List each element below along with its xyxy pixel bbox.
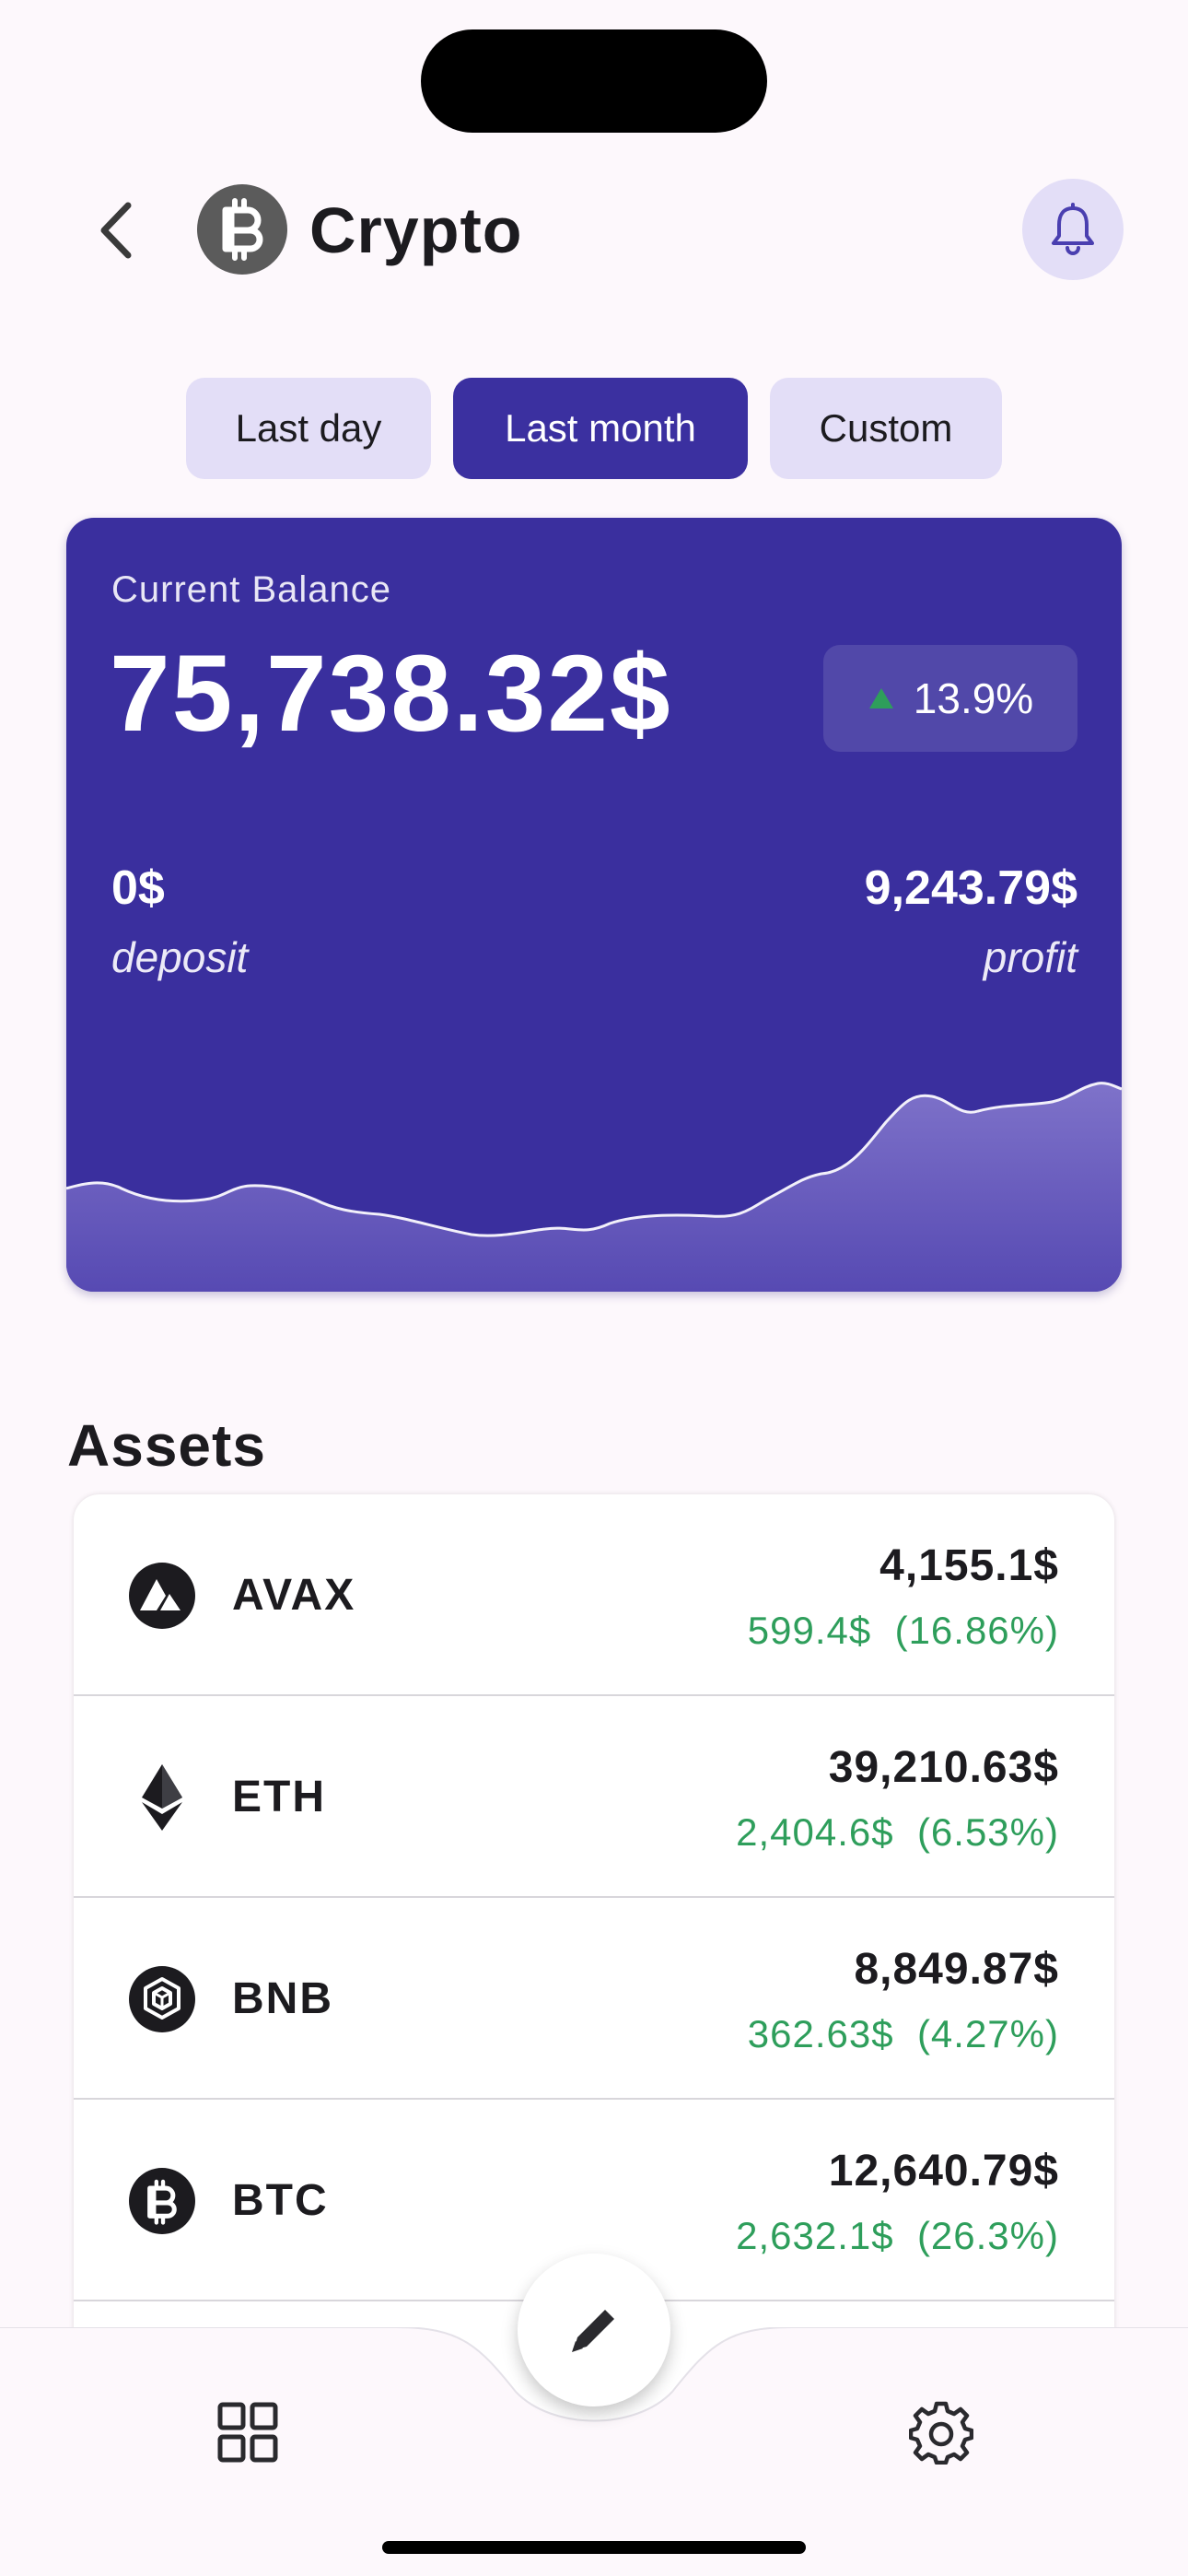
home-indicator: [382, 2541, 806, 2554]
bell-icon: [1052, 203, 1094, 255]
asset-symbol: BNB: [232, 1974, 333, 2023]
nav-settings-button[interactable]: [886, 2377, 996, 2488]
asset-value: 8,849.87$: [854, 1945, 1059, 1994]
asset-gain: 2,632.1$ (26.3%): [736, 2214, 1059, 2258]
sparkline-line: [66, 1082, 1122, 1237]
bitcoin-icon: [222, 198, 263, 261]
filter-last-month[interactable]: Last month: [453, 378, 748, 479]
asset-value: 39,210.63$: [828, 1743, 1059, 1792]
asset-gain: 2,404.6$ (6.53%): [736, 1810, 1059, 1855]
app-logo: [197, 184, 287, 275]
filter-last-day[interactable]: Last day: [186, 378, 431, 479]
avalanche-icon: [129, 1563, 195, 1629]
asset-gain-amount: 2,632.1$: [736, 2214, 894, 2257]
gear-icon: [909, 2401, 973, 2465]
bitcoin-icon: [129, 2168, 195, 2234]
chevron-left-icon: [100, 202, 132, 259]
asset-symbol: ETH: [232, 1773, 326, 1821]
asset-gain: 362.63$ (4.27%): [748, 2012, 1059, 2056]
page-title: Crypto: [309, 194, 523, 266]
ethereum-icon: [129, 1764, 195, 1831]
asset-gain-percent: (26.3%): [916, 2214, 1059, 2257]
dynamic-island: [421, 29, 767, 133]
pencil-icon: [572, 2310, 614, 2352]
asset-row-avax[interactable]: AVAX 4,155.1$ 599.4$ (16.86%): [74, 1494, 1114, 1696]
bottom-nav-background: [0, 2327, 1188, 2576]
asset-symbol: BTC: [232, 2176, 329, 2225]
binance-icon: [129, 1966, 195, 2032]
asset-gain-amount: 2,404.6$: [736, 1810, 894, 1854]
change-percent: 13.9%: [913, 674, 1034, 722]
profit-value: 9,243.79$: [864, 861, 1077, 915]
edit-fab-button[interactable]: [518, 2254, 670, 2406]
back-button[interactable]: [83, 184, 149, 276]
asset-gain-percent: (6.53%): [916, 1810, 1059, 1854]
asset-symbol: AVAX: [232, 1571, 356, 1620]
deposit-value: 0$: [111, 861, 165, 915]
asset-row-bnb[interactable]: BNB 8,849.87$ 362.63$ (4.27%): [74, 1898, 1114, 2100]
change-badge: 13.9%: [823, 645, 1077, 752]
asset-gain: 599.4$ (16.86%): [748, 1609, 1059, 1653]
asset-gain-amount: 599.4$: [747, 1609, 872, 1652]
balance-value: 75,738.32$: [110, 633, 672, 755]
grid-icon: [217, 2402, 278, 2463]
deposit-label: deposit: [111, 933, 249, 981]
asset-gain-percent: (4.27%): [916, 2012, 1059, 2055]
asset-value: 4,155.1$: [879, 1541, 1059, 1590]
filter-custom[interactable]: Custom: [770, 378, 1002, 479]
nav-dashboard-button[interactable]: [192, 2377, 303, 2488]
balance-card: Current Balance 75,738.32$ 13.9% 0$ depo…: [66, 518, 1122, 1292]
assets-title: Assets: [67, 1412, 266, 1479]
asset-row-eth[interactable]: ETH 39,210.63$ 2,404.6$ (6.53%): [74, 1696, 1114, 1898]
asset-gain-percent: (16.86%): [894, 1609, 1059, 1652]
bottom-navigation: [0, 2327, 1188, 2576]
triangle-up-icon: [868, 688, 893, 708]
balance-label: Current Balance: [111, 569, 392, 610]
period-filter: Last day Last month Custom: [0, 378, 1188, 479]
asset-value: 12,640.79$: [828, 2147, 1059, 2195]
balance-sparkline: [66, 1082, 1122, 1292]
notifications-button[interactable]: [1022, 179, 1124, 280]
sparkline-area: [66, 1083, 1122, 1292]
profit-label: profit: [983, 933, 1077, 981]
asset-gain-amount: 362.63$: [747, 2012, 894, 2055]
